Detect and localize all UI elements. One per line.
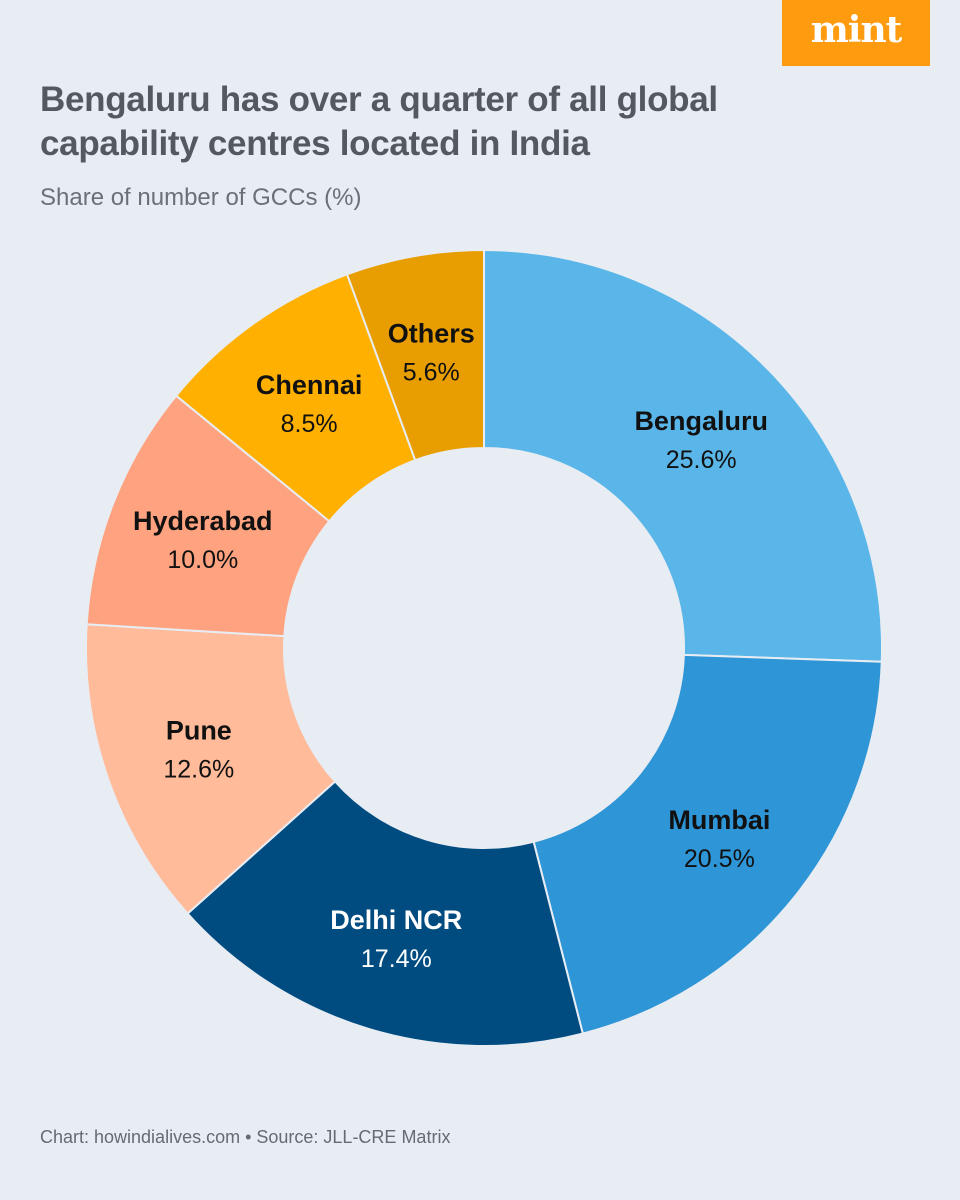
- slice-others: [345, 248, 485, 462]
- source-credit: Chart: howindialives.com • Source: JLL-C…: [40, 1127, 451, 1147]
- slice-hyderabad: [85, 394, 331, 638]
- donut-labels: Bengaluru 25.6% Mumbai 20.5% Delhi NCR 17.4% P…: [133, 319, 770, 973]
- chart-subtitle: Share of number of GCCs (%): [40, 184, 362, 211]
- slice-value-delhi-ncr: 17.4%: [361, 945, 432, 973]
- slice-label-chennai: Chennai: [256, 370, 363, 400]
- slice-bengaluru: [483, 248, 883, 663]
- slice-value-hyderabad: 10.0%: [167, 546, 238, 574]
- slice-pune: [85, 623, 337, 915]
- mint-logo: mint: [782, 0, 930, 66]
- donut-slices: [85, 248, 883, 1047]
- slice-value-pune: 12.6%: [163, 755, 234, 783]
- slice-value-mumbai: 20.5%: [684, 845, 755, 873]
- slice-value-others: 5.6%: [403, 359, 460, 387]
- slice-label-pune: Pune: [166, 715, 232, 745]
- slice-label-delhi-ncr: Delhi NCR: [330, 905, 462, 935]
- slice-label-hyderabad: Hyderabad: [133, 506, 273, 536]
- slice-value-chennai: 8.5%: [281, 410, 338, 438]
- slice-label-bengaluru: Bengaluru: [634, 406, 768, 436]
- slice-value-bengaluru: 25.6%: [666, 446, 737, 474]
- slice-mumbai: [532, 653, 883, 1035]
- slice-label-mumbai: Mumbai: [668, 805, 770, 835]
- logo-text: mint: [810, 9, 903, 51]
- slice-delhi-ncr: [186, 780, 585, 1047]
- chart-title: Bengaluru has over a quarter of all glob…: [40, 80, 718, 163]
- slice-label-others: Others: [388, 319, 475, 349]
